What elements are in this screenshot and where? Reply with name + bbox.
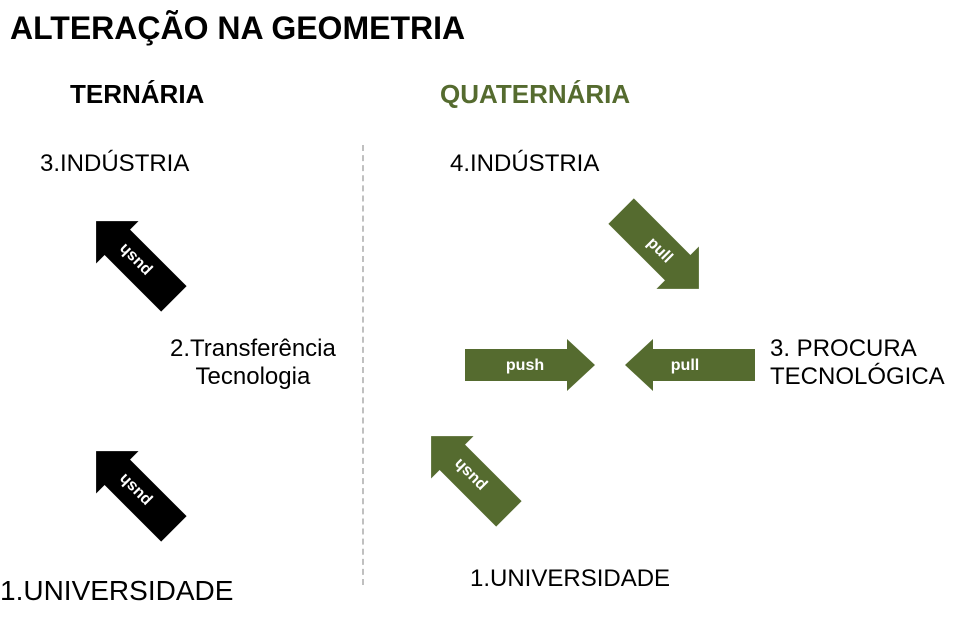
pull-arrow-left: pull bbox=[600, 335, 780, 395]
page-title: ALTERAÇÃO NA GEOMETRIA bbox=[10, 10, 465, 47]
right-bottom-node: 1.UNIVERSIDADE bbox=[470, 565, 670, 593]
push-arrow-right: push bbox=[440, 335, 620, 395]
push-label: push bbox=[506, 357, 544, 374]
left-heading: TERNÁRIA bbox=[70, 80, 204, 110]
pull-arrow-diag-down: pull bbox=[575, 165, 745, 335]
push-arrow-left-up: push bbox=[50, 175, 220, 345]
right-heading: QUATERNÁRIA bbox=[440, 80, 630, 110]
vertical-divider bbox=[362, 145, 364, 585]
push-arrow-left-down: push bbox=[50, 405, 220, 575]
left-bottom-node: 1.UNIVERSIDADE bbox=[0, 575, 233, 607]
pull-label: pull bbox=[671, 357, 699, 374]
push-arrow-diag-up: push bbox=[385, 390, 555, 560]
right-right-node: 3. PROCURA TECNOLÓGICA bbox=[770, 335, 945, 390]
left-top-node: 3.INDÚSTRIA bbox=[40, 150, 189, 178]
